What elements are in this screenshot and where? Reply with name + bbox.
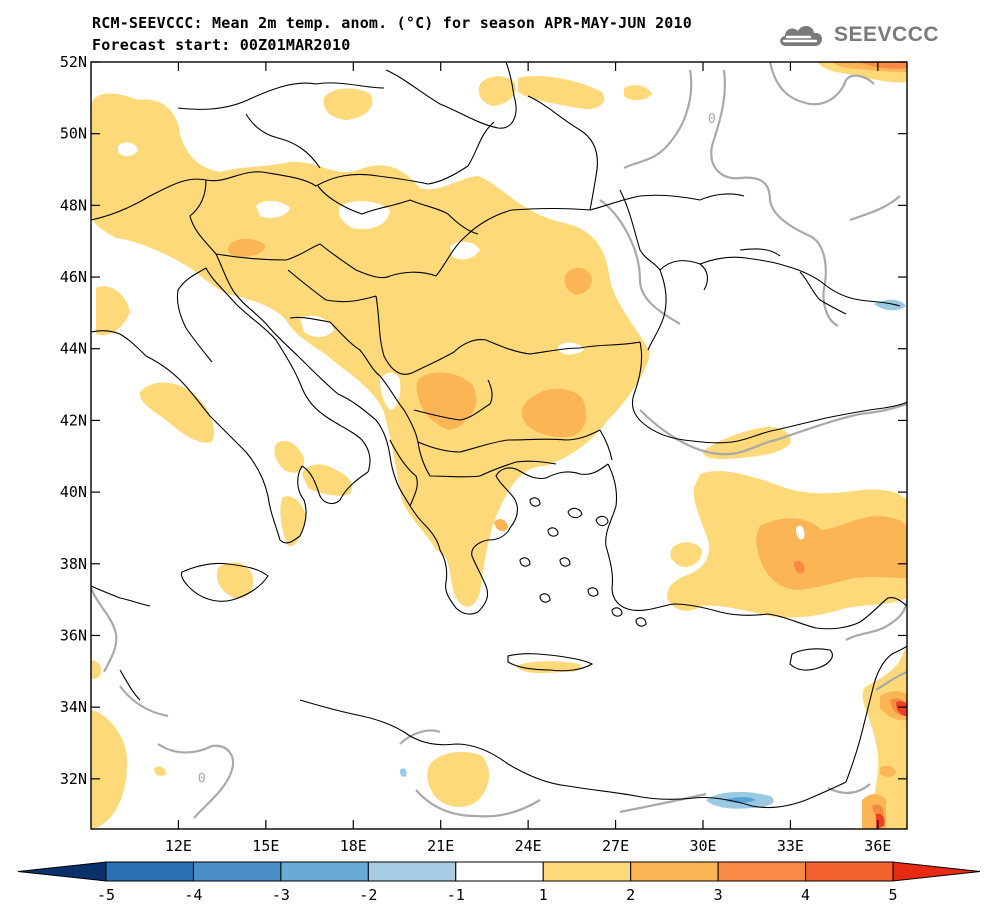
colorbar-label: 2	[626, 886, 635, 904]
longitude-axis: 12E 15E 18E 21E 24E 27E 30E 33E 36E	[165, 62, 891, 855]
map-frame	[90, 61, 908, 830]
lat-tick-label: 42N	[60, 411, 87, 429]
lon-tick-label: 33E	[777, 837, 804, 855]
lat-tick-label: 38N	[60, 555, 87, 573]
colorbar-segment	[542, 861, 632, 882]
colorbar-segment	[367, 861, 457, 882]
colorbar-segment	[717, 861, 807, 882]
colorbar-segment	[192, 861, 282, 882]
latitude-axis: 52N 50N 48N 46N 44N 42N 40N 38N 36N 34N 32N	[60, 53, 907, 788]
logo-text: SEEVCCC	[834, 23, 940, 46]
lon-tick-label: 18E	[340, 837, 367, 855]
coastlines-and-borders	[91, 62, 907, 809]
lon-tick-label: 24E	[515, 837, 542, 855]
contour-labels: 00	[198, 112, 716, 786]
anomaly-1-2-areas	[91, 62, 907, 829]
lat-tick-label: 40N	[60, 483, 87, 501]
lat-tick-label: 34N	[60, 698, 87, 716]
colorbar-right-arrow	[892, 861, 981, 882]
lon-tick-label: 30E	[689, 837, 716, 855]
anomaly-negative-areas	[400, 299, 906, 809]
zero-anomaly-contours	[91, 62, 907, 819]
lat-tick-label: 32N	[60, 770, 87, 788]
anomaly-fill-layer	[91, 62, 907, 829]
colorbar-label: -2	[359, 886, 377, 904]
colorbar-segment	[805, 861, 894, 882]
colorbar-label: -3	[272, 886, 290, 904]
lon-tick-label: 36E	[864, 837, 891, 855]
lat-tick-label: 44N	[60, 340, 87, 358]
colorbar-label: 5	[888, 886, 897, 904]
colorbar-left-arrow	[17, 861, 107, 882]
colorbar-label: -1	[447, 886, 465, 904]
lon-tick-label: 21E	[427, 837, 454, 855]
colorbar-label: 1	[539, 886, 548, 904]
lat-tick-label: 48N	[60, 196, 87, 214]
colorbar-segment	[630, 861, 719, 882]
colorbar-segment	[280, 861, 369, 882]
colorbar-label: 3	[714, 886, 723, 904]
zero-contour-label: 0	[708, 112, 716, 127]
cloud-icon	[780, 25, 822, 46]
forecast-start-subtitle: Forecast start: 00Z01MAR2010	[92, 36, 351, 54]
anomaly-2-3-areas	[228, 62, 907, 829]
zero-contour-label: 0	[198, 771, 206, 786]
colorbar-segment	[455, 861, 544, 882]
lat-tick-label: 36N	[60, 626, 87, 644]
map-title: RCM-SEEVCCC: Mean 2m temp. anom. (°C) fo…	[92, 14, 692, 32]
lon-tick-label: 27E	[602, 837, 629, 855]
lat-tick-label: 46N	[60, 268, 87, 286]
lat-tick-label: 50N	[60, 125, 87, 143]
colorbar-segment	[105, 861, 194, 882]
colorbar-legend: -5 -4 -3 -2 -1 1 2 3 4 5	[17, 861, 981, 904]
lon-tick-label: 15E	[252, 837, 279, 855]
seevccc-logo: SEEVCCC	[776, 20, 939, 50]
colorbar-label: 4	[801, 886, 810, 904]
lon-tick-label: 12E	[165, 837, 192, 855]
lat-tick-label: 52N	[60, 53, 87, 71]
colorbar-label: -5	[97, 886, 115, 904]
colorbar-label: -4	[184, 886, 202, 904]
